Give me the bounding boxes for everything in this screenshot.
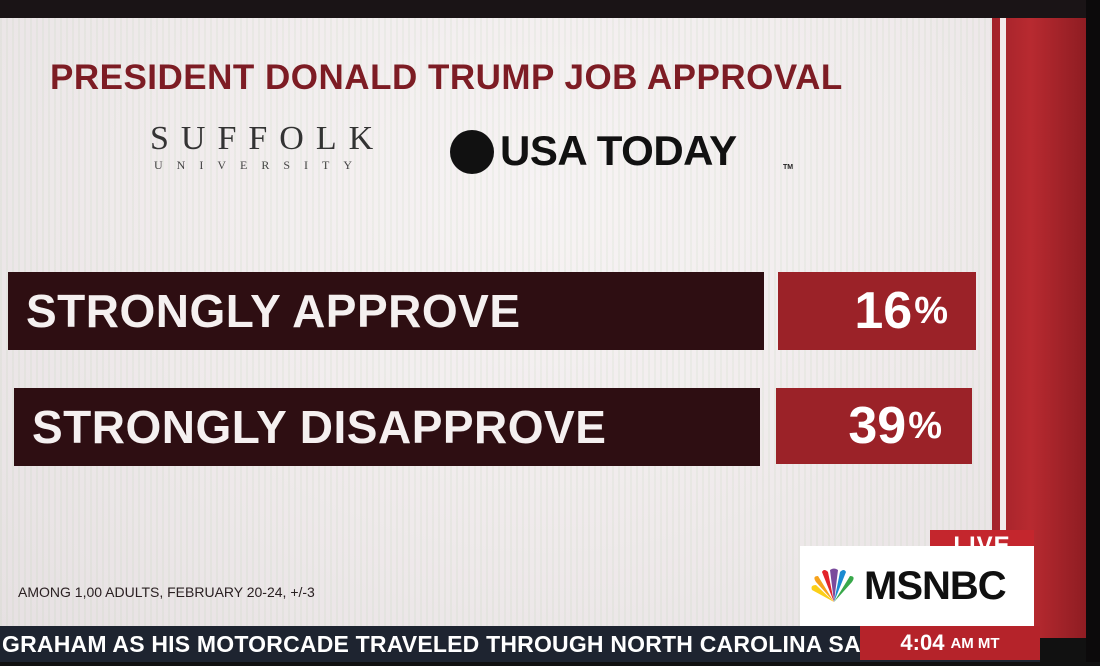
- strongly-disapprove-label: STRONGLY DISAPPROVE: [14, 388, 760, 466]
- tv-bezel-bottom: [0, 662, 1100, 666]
- strongly-disapprove-value: 39%: [776, 388, 972, 464]
- strongly-approve-value: 16%: [778, 272, 976, 350]
- msnbc-wordmark: MSNBC: [864, 563, 1007, 608]
- tv-bezel-top: [0, 0, 1100, 22]
- msnbc-bug: MSNBC: [800, 546, 1034, 626]
- graphic-title: PRESIDENT DONALD TRUMP JOB APPROVAL: [50, 58, 843, 97]
- usa-today-dot-icon: [450, 130, 494, 174]
- strongly-disapprove-number: 39: [848, 397, 907, 455]
- tv-bezel-right: [1086, 0, 1100, 666]
- strongly-approve-label: STRONGLY APPROVE: [8, 272, 764, 350]
- suffolk-logo-main: SUFFOLK: [150, 120, 386, 157]
- ticker-text: GRAHAM AS HIS MOTORCADE TRAVELED THROUGH…: [2, 630, 861, 657]
- broadcast-clock: 4:04 AM MT: [860, 626, 1040, 660]
- poll-footnote: AMONG 1,00 ADULTS, FEBRUARY 20-24, +/-3: [18, 584, 315, 600]
- usa-today-logo: USA TODAY: [500, 127, 737, 174]
- peacock-icon: [811, 568, 854, 602]
- strongly-approve-number: 16: [854, 282, 913, 340]
- trademark-mark: TM: [783, 164, 794, 171]
- stripe-divider: [1000, 18, 1006, 638]
- strongly-approve-unit: %: [914, 289, 948, 332]
- suffolk-university-logo: SUFFOLK UNIVERSITY: [150, 122, 440, 182]
- clock-time: 4:04: [900, 630, 945, 655]
- clock-zone: AM MT: [950, 634, 1000, 652]
- suffolk-logo-sub: UNIVERSITY: [154, 158, 366, 172]
- strongly-disapprove-unit: %: [908, 404, 942, 447]
